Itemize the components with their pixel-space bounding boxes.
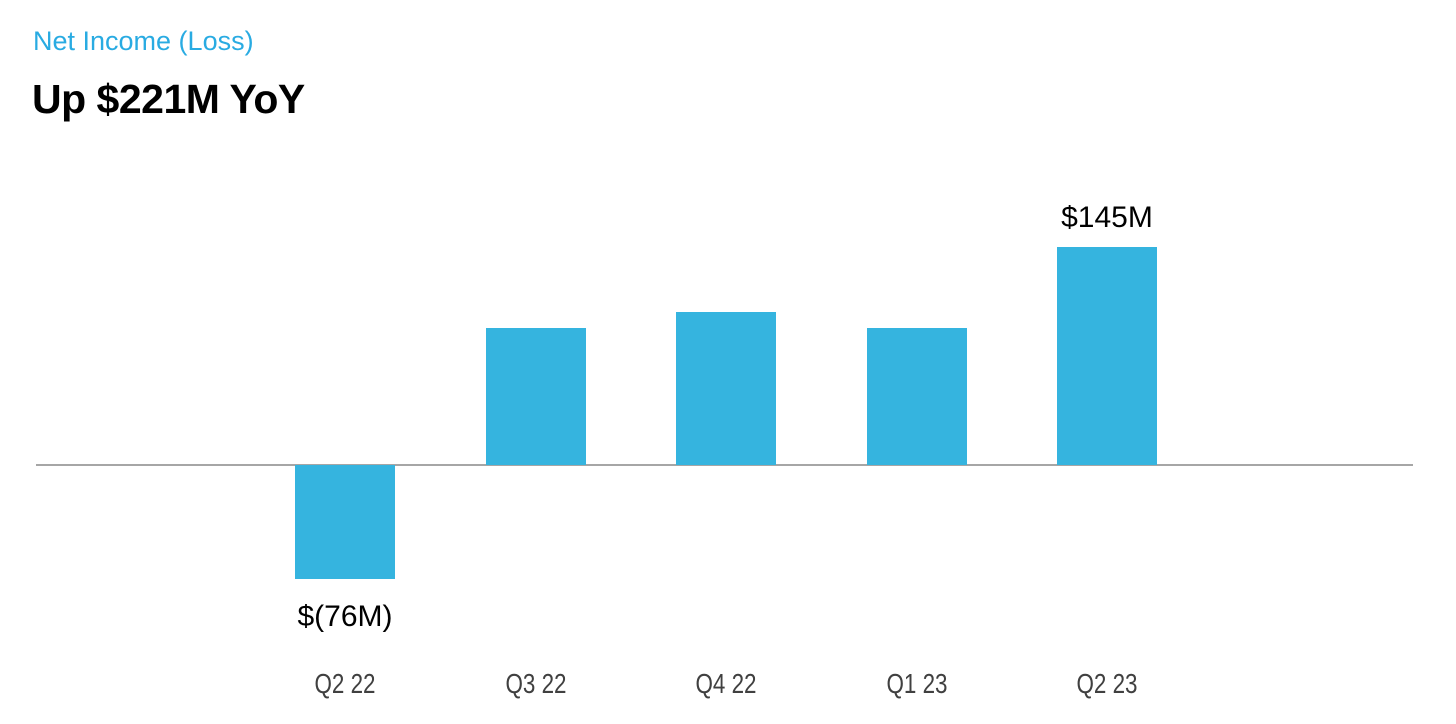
bar-q3-22 <box>485 328 586 465</box>
category-label-q4-22: Q4 22 <box>695 668 757 699</box>
value-label-q2-22: $(76M) <box>297 600 393 633</box>
x-axis-zero-line <box>36 464 1413 466</box>
bar-q4-22 <box>676 312 776 465</box>
category-label-q3-22: Q3 22 <box>504 668 567 699</box>
chart-title: Net Income (Loss) <box>33 26 254 56</box>
category-label-q2-23: Q2 23 <box>1076 668 1138 699</box>
value-label-q2-23: $145M <box>1061 201 1153 234</box>
chart-subtitle: Up $221M YoY <box>32 76 305 122</box>
bar-q2-23 <box>1057 247 1157 465</box>
category-label-q1-23: Q1 23 <box>885 668 948 699</box>
category-label-q2-22: Q2 22 <box>314 668 376 699</box>
bar-q2-22 <box>295 465 395 579</box>
bar-q1-23 <box>866 328 967 465</box>
